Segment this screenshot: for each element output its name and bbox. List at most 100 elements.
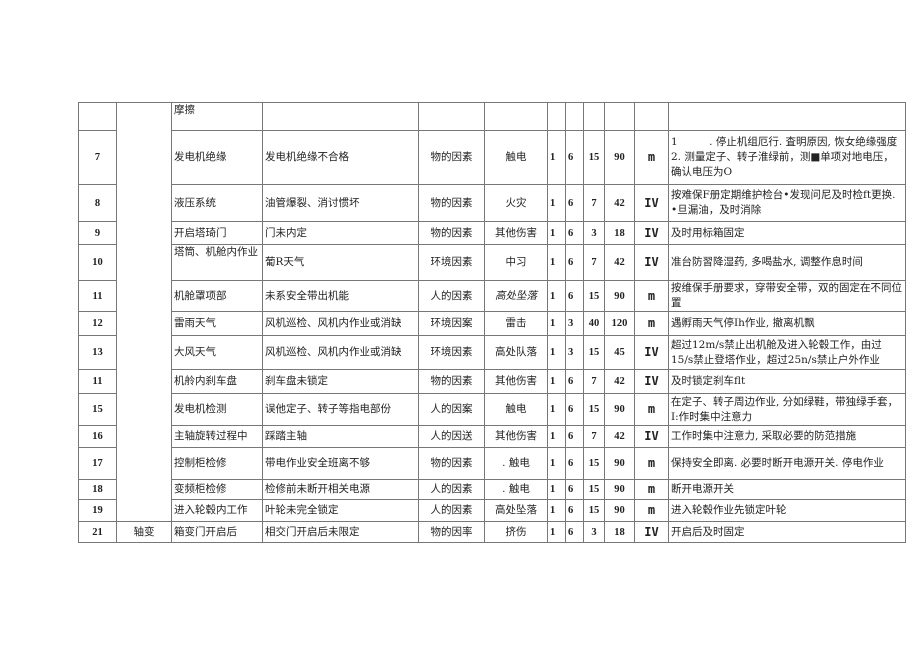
exposure-e: 6	[565, 425, 584, 448]
consequence-c: 3	[583, 521, 605, 543]
work-item: 液压系统	[171, 184, 263, 222]
risk-level: IV	[634, 369, 669, 394]
hazard-description: 发电机绝缘不合格	[262, 130, 419, 185]
control-measure: 断开电源开关	[668, 479, 906, 500]
likelihood-l: 1	[547, 130, 566, 185]
consequence-c: 7	[583, 425, 605, 448]
table-row: 17 控制柜检修 带电作业安全班离不够 物的因素. 触电 1 6 15 90 m 保持安全即离. …	[78, 447, 906, 480]
consequence-c: 7	[583, 184, 605, 222]
control-measure: 按维保手册要求，穿带安全带，双的固定在不同位置	[668, 280, 906, 312]
table-row: 15 发电机检测 误他定子、转子等指电部份 人的因案 触电 1 6 15 90 m 在定子、转子周边…	[78, 393, 906, 426]
factor-type: 物的因素	[418, 447, 485, 480]
consequence: 其他伤害	[484, 221, 548, 245]
likelihood-l: 1	[547, 311, 566, 336]
likelihood-l: 1	[547, 184, 566, 222]
work-item: 机舱罩项部	[171, 280, 263, 312]
work-item: 大风天气	[171, 335, 263, 370]
control-measure: 开启后及时固定	[668, 521, 906, 543]
row-number: 9	[78, 221, 117, 245]
exposure-e: 6	[565, 393, 584, 426]
exposure-e: 6	[565, 184, 584, 222]
risk-score-d: 42	[604, 244, 635, 281]
risk-score-d: 42	[604, 369, 635, 394]
exposure-e	[565, 102, 584, 131]
factor-type: 人的因送	[418, 425, 485, 448]
hazard-description: 风机巡检、风机内作业或消缺	[262, 311, 419, 336]
likelihood-l: 1	[547, 393, 566, 426]
exposure-e: 6	[565, 479, 584, 500]
risk-score-d: 42	[604, 184, 635, 222]
risk-score-d: 90	[604, 280, 635, 312]
factor-type	[418, 102, 485, 131]
risk-level: m	[634, 393, 669, 426]
factor-type: 物的因素	[418, 184, 485, 222]
exposure-e: 6	[565, 221, 584, 245]
likelihood-l: 1	[547, 280, 566, 312]
factor-type: 物的因率	[418, 521, 485, 543]
row-number: 17	[78, 447, 117, 480]
consequence-c: 15	[583, 479, 605, 500]
exposure-e: 6	[565, 244, 584, 281]
row-number: 12	[78, 311, 117, 336]
factor-type: 人的因素	[418, 280, 485, 312]
hazard-description: 叶轮未完全锁定	[262, 499, 419, 522]
table-row: 11 机舲内刹车盘 刹车盘未锁定 物的因素 其他伤害 1 6 7 42 IV 及时锁定刹车flt	[78, 369, 906, 394]
likelihood-l: 1	[547, 499, 566, 522]
risk-score-d	[604, 102, 635, 131]
control-measure: 及时用标箱固定	[668, 221, 906, 245]
table-row: 11 机舱罩项部 未系安全带出机能 人的因素 高处坠落 1 6 15 90 m 按维保手册要求，穿带…	[78, 280, 906, 312]
factor-type: 物的因素	[418, 130, 485, 185]
table-row: 12 雷雨天气 风机巡检、风机内作业或消缺 环境因案 雷击 1 3 40 120 m 遇孵雨天气停I…	[78, 311, 906, 336]
risk-level: IV	[634, 221, 669, 245]
exposure-e: 6	[565, 130, 584, 185]
consequence: 其他伤害	[484, 369, 548, 394]
consequence: 雷击	[484, 311, 548, 336]
factor-type: 环境因素	[418, 244, 485, 281]
control-measure: 超过12m/s禁止出机舱及进入轮毂工作，由过15/s禁止登塔作业，超过25n/s…	[668, 335, 906, 370]
work-item: 箱变门开启后	[171, 521, 263, 543]
likelihood-l	[547, 102, 566, 131]
consequence-c: 15	[583, 499, 605, 522]
row-number: 16	[78, 425, 117, 448]
table-row: 13 大风天气 风机巡检、风机内作业或消缺 环境因素 高处队落 1 3 15 45 IV 超过12m…	[78, 335, 906, 370]
consequence-c: 7	[583, 369, 605, 394]
exposure-e: 6	[565, 369, 584, 394]
hazard-description: 误他定子、转子等指电部份	[262, 393, 419, 426]
risk-score-d: 90	[604, 447, 635, 480]
risk-level: m	[634, 280, 669, 312]
consequence-c: 7	[583, 244, 605, 281]
work-item: 摩擦	[171, 102, 263, 131]
hazard-description: 油管爆裂、消讨惯坏	[262, 184, 419, 222]
consequence: . 触电	[484, 447, 548, 480]
row-number: 11	[78, 369, 117, 394]
risk-level: IV	[634, 244, 669, 281]
likelihood-l: 1	[547, 521, 566, 543]
work-item: 发电机绝缘	[171, 130, 263, 185]
likelihood-l: 1	[547, 244, 566, 281]
risk-level: IV	[634, 521, 669, 543]
control-measure: 1 . 停止机组厄行. 査明原因, 恢女绝缘强度 2. 测量定子、转子淮绿前，测…	[668, 130, 906, 185]
consequence: 触电	[484, 130, 548, 185]
exposure-e: 3	[565, 335, 584, 370]
risk-level: m	[634, 479, 669, 500]
risk-level: IV	[634, 184, 669, 222]
hazard-description: 踩踏主轴	[262, 425, 419, 448]
table-row: 7 发电机绝缘 发电机绝缘不合格 物的因素 触电 1 6 15 90 m 1 . 停止机组厄行. 査…	[78, 130, 906, 185]
table-row: 19 进入轮毂内工作 叶轮未完全锁定 人的因素 高处坠落 1 6 15 90 m 进入轮毂作业先锁定…	[78, 499, 906, 522]
risk-score-d: 42	[604, 425, 635, 448]
control-measure: 保持安全即离. 必要时断开电源开关. 停电作业	[668, 447, 906, 480]
hazard-description: 未系安全带出机能	[262, 280, 419, 312]
risk-score-d: 120	[604, 311, 635, 336]
consequence: 中习	[484, 244, 548, 281]
risk-level: m	[634, 130, 669, 185]
hazard-description: 带电作业安全班离不够	[262, 447, 419, 480]
consequence: 高处队落	[484, 335, 548, 370]
hazard-description: 检修前未断开相关电源	[262, 479, 419, 500]
factor-type: 物的因素	[418, 369, 485, 394]
factor-type: 环境因素	[418, 335, 485, 370]
row-number	[78, 102, 117, 131]
row-number: 15	[78, 393, 117, 426]
exposure-e: 3	[565, 311, 584, 336]
work-item: 控制柜检修	[171, 447, 263, 480]
control-measure: 工作时集中注意力, 采取必要的防范措施	[668, 425, 906, 448]
